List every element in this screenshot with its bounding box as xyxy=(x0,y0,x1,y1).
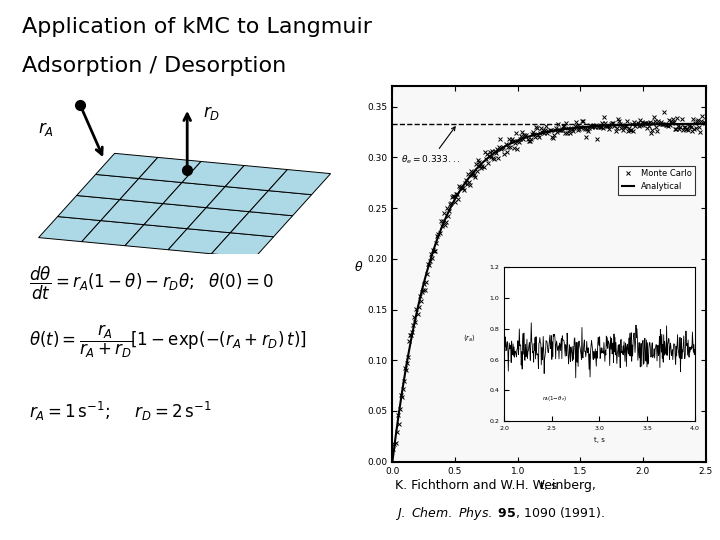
Polygon shape xyxy=(182,161,244,186)
Monte Carlo xyxy=(580,125,588,132)
Monte Carlo xyxy=(389,446,397,453)
Polygon shape xyxy=(269,170,330,195)
Polygon shape xyxy=(187,207,249,233)
Line: Analytical: Analytical xyxy=(392,124,706,462)
X-axis label: t, s: t, s xyxy=(594,437,605,443)
Monte Carlo xyxy=(575,126,583,132)
Line: Monte Carlo: Monte Carlo xyxy=(391,110,707,468)
Monte Carlo xyxy=(701,117,710,124)
Analytical xyxy=(701,120,710,127)
Y-axis label: $\langle r_a \rangle$: $\langle r_a \rangle$ xyxy=(464,333,476,345)
Polygon shape xyxy=(101,199,163,225)
Text: $\theta_e = 0.333...$: $\theta_e = 0.333...$ xyxy=(401,127,461,166)
Text: $r_A(1\!-\!\theta_e)$: $r_A(1\!-\!\theta_e)$ xyxy=(542,394,567,403)
Text: $\theta(t) = \dfrac{r_A}{r_A + r_D}\!\left[1 - \exp\!\left(-(r_A+r_D)\,t\right)\: $\theta(t) = \dfrac{r_A}{r_A + r_D}\!\le… xyxy=(30,323,307,360)
Polygon shape xyxy=(58,195,120,220)
Analytical xyxy=(444,210,452,217)
Polygon shape xyxy=(249,191,312,215)
Text: $r_A$: $r_A$ xyxy=(37,120,53,138)
Text: $r_A = 1\,\mathrm{s}^{-1};\ \ \ \ r_D = 2\,\mathrm{s}^{-1}$: $r_A = 1\,\mathrm{s}^{-1};\ \ \ \ r_D = … xyxy=(30,400,212,423)
Text: $\dfrac{d\theta}{dt} = r_A(1-\theta) - r_D\theta;\ \ \theta(0)=0$: $\dfrac{d\theta}{dt} = r_A(1-\theta) - r… xyxy=(30,265,274,302)
Polygon shape xyxy=(76,174,139,199)
Polygon shape xyxy=(120,178,182,204)
Legend: Monte Carlo, Analytical: Monte Carlo, Analytical xyxy=(618,166,696,194)
Text: Adsorption / Desorption: Adsorption / Desorption xyxy=(22,57,286,77)
Polygon shape xyxy=(225,165,287,191)
Monte Carlo xyxy=(652,124,661,130)
Monte Carlo xyxy=(388,463,397,469)
Analytical xyxy=(469,170,477,176)
Y-axis label: $\theta$: $\theta$ xyxy=(354,260,364,274)
Text: $\mathit{J.\ Chem.\ Phys.}$ $\mathbf{95}$, 1090 (1991).: $\mathit{J.\ Chem.\ Phys.}$ $\mathbf{95}… xyxy=(395,505,605,522)
Analytical xyxy=(624,122,633,128)
Polygon shape xyxy=(96,153,158,178)
Polygon shape xyxy=(82,220,144,246)
Polygon shape xyxy=(39,217,101,241)
Analytical xyxy=(597,123,606,129)
Polygon shape xyxy=(139,157,201,183)
Polygon shape xyxy=(144,204,206,229)
Text: $r_D$: $r_D$ xyxy=(203,104,220,122)
Polygon shape xyxy=(212,233,274,258)
Analytical xyxy=(530,132,539,138)
X-axis label: t, s: t, s xyxy=(541,481,557,491)
Monte Carlo xyxy=(673,115,682,122)
Polygon shape xyxy=(206,186,269,212)
Polygon shape xyxy=(230,212,292,237)
Analytical xyxy=(388,458,397,465)
Text: Application of kMC to Langmuir: Application of kMC to Langmuir xyxy=(22,17,372,37)
Text: K. Fichthorn and W.H. Weinberg,: K. Fichthorn and W.H. Weinberg, xyxy=(395,479,595,492)
Monte Carlo xyxy=(660,109,668,116)
Polygon shape xyxy=(163,183,225,207)
Polygon shape xyxy=(168,229,230,254)
Analytical xyxy=(572,124,581,131)
Monte Carlo xyxy=(574,127,582,133)
Polygon shape xyxy=(125,225,187,249)
